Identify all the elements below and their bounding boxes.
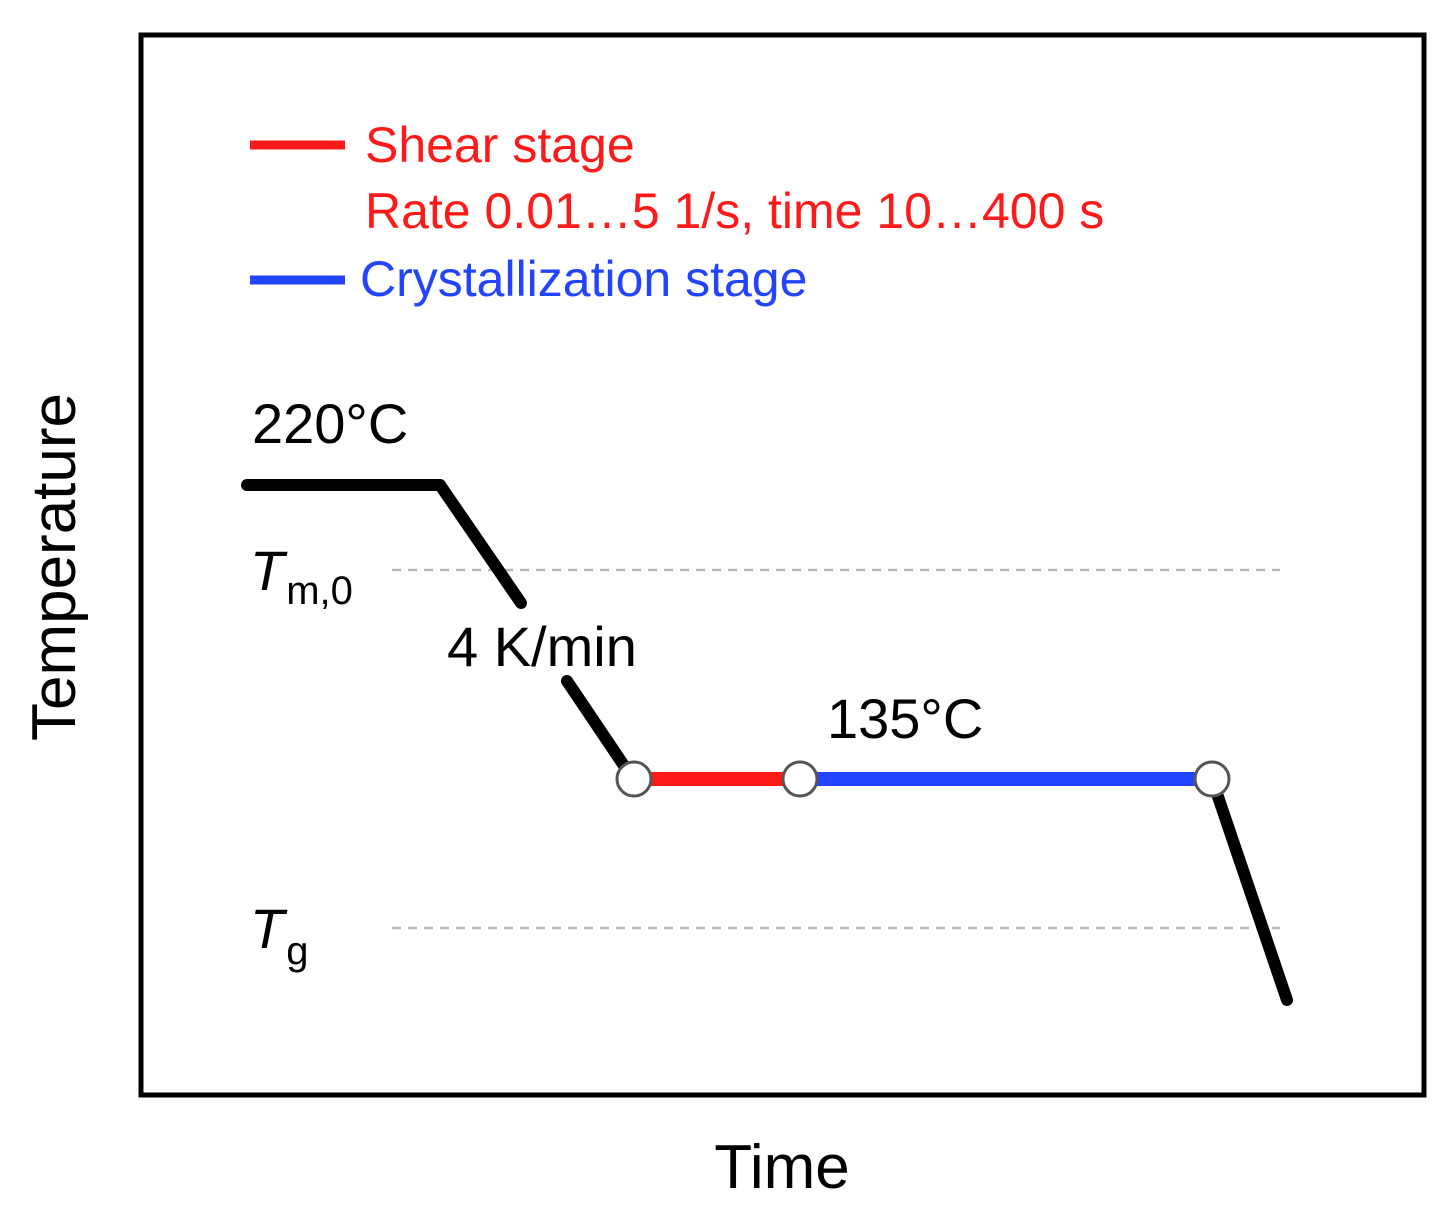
tm0-label: Tm,0 [250, 539, 353, 613]
cooling-rate-label: 4 K/min [447, 615, 637, 678]
tm0-subscript: m,0 [286, 569, 353, 613]
y-axis-label: Temperature [20, 393, 89, 741]
legend-crystallization-label: Crystallization stage [360, 251, 807, 307]
tg-label: Tg [250, 897, 308, 973]
profile-cooling-segment-upper [434, 479, 527, 609]
tm0-symbol: T [250, 539, 288, 602]
start-temperature-label: 220°C [252, 392, 408, 455]
legend-shear-detail: Rate 0.01…5 1/s, time 10…400 s [365, 183, 1104, 239]
tg-subscript: g [286, 929, 308, 973]
marker-shear-end [781, 760, 819, 798]
profile-quench-segment [1206, 773, 1293, 1006]
x-axis-label: Time [714, 1133, 849, 1202]
legend-shear-label: Shear stage [365, 117, 635, 173]
isothermal-temperature-label: 135°C [827, 687, 983, 750]
plot-frame [138, 32, 1427, 1098]
tg-symbol: T [250, 897, 288, 960]
profile-cooling-segment-lower [561, 675, 639, 785]
marker-shear-start [615, 760, 653, 798]
marker-crystallization-end [1193, 760, 1231, 798]
